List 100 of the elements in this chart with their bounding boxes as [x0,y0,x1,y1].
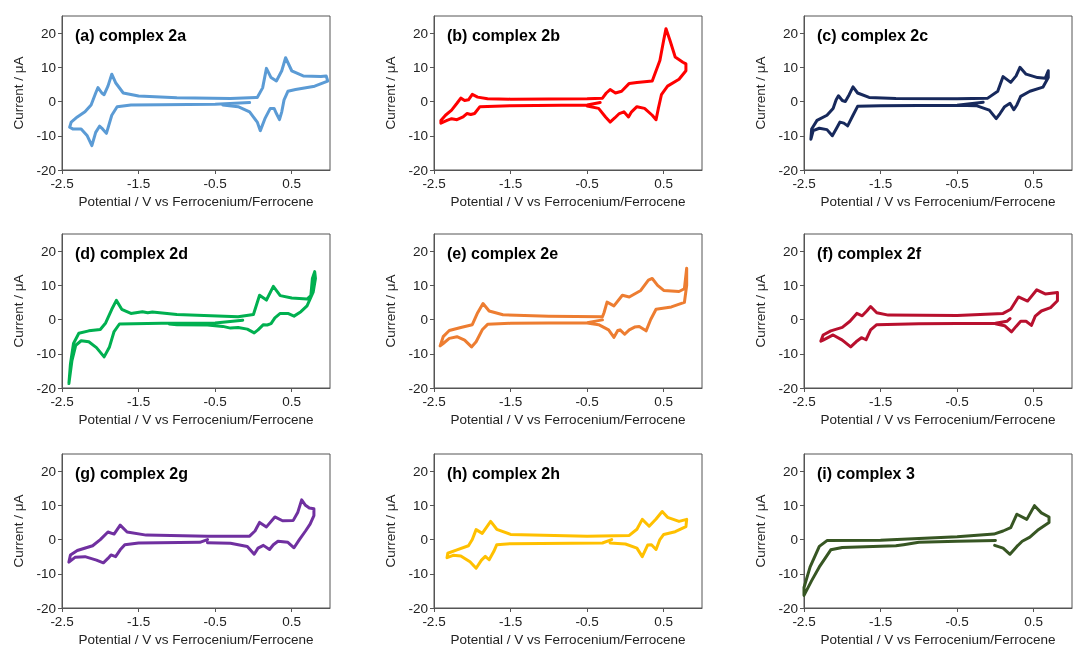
x-tick-label: -0.5 [575,613,599,629]
text: (i) complex 3 [817,464,915,482]
text: (g) complex 2g [75,464,188,482]
line-series [438,266,689,349]
x-tick-label: -1.5 [868,393,893,409]
x-tick-label: 0.5 [1024,393,1044,409]
y-tick-label: -20 [408,162,428,178]
y-axis-title: Current / μA [753,274,769,348]
line-series [802,504,1051,597]
y-tick-label: 20 [40,463,56,479]
text: (f) complex 2f [817,244,922,262]
line-series [445,509,689,570]
y-tick-label: 20 [782,243,798,259]
x-tick-label: -0.5 [203,613,227,629]
y-tick-label: 10 [782,277,798,293]
y-tick-label: 20 [412,463,428,479]
y-tick-label: -20 [778,380,798,396]
y-tick-label: -10 [408,566,428,582]
y-tick-label: -10 [778,128,798,144]
y-tick-label: 10 [782,497,798,513]
y-tick-label: 10 [782,59,798,75]
x-axis-title: Potential / V vs Ferrocenium/Ferrocene [78,632,314,648]
y-tick-label: -10 [36,346,56,362]
y-tick-label: 10 [40,59,56,75]
x-tick-label: -2.5 [50,613,74,629]
x-tick-label: -1.5 [126,613,151,629]
x-tick-label: -1.5 [498,613,523,629]
x-tick-label: -2.5 [50,175,74,191]
line-series [819,288,1059,349]
x-tick-label: 0.5 [282,613,302,629]
y-tick-label: -10 [408,346,428,362]
x-axis-title: Potential / V vs Ferrocenium/Ferrocene [820,412,1056,428]
line-series [68,56,330,148]
x-tick-label: -1.5 [868,613,893,629]
y-axis-title: Current / μA [11,274,27,348]
line-series [439,27,688,125]
x-axis-title: Potential / V vs Ferrocenium/Ferrocene [450,194,686,210]
y-axis-title: Current / μA [753,56,769,130]
line-series [809,65,1050,141]
y-axis-title: Current / μA [383,274,399,348]
text: (d) complex 2d [75,244,188,262]
y-tick-label: 20 [40,243,56,259]
x-tick-label: 0.5 [282,175,302,191]
line-series [67,270,317,386]
y-tick-label: 20 [412,243,428,259]
x-tick-label: -0.5 [945,613,969,629]
text: (a) complex 2a [75,26,187,44]
x-tick-label: -0.5 [945,393,969,409]
y-tick-label: -20 [778,600,798,616]
x-tick-label: -2.5 [50,393,74,409]
x-tick-label: 0.5 [282,393,302,409]
text: (b) complex 2b [447,26,561,44]
x-tick-label: -1.5 [126,175,151,191]
x-tick-label: 0.5 [1024,613,1044,629]
y-tick-label: 0 [420,94,428,110]
y-tick-label: 20 [40,25,56,41]
y-tick-label: -10 [408,128,428,144]
y-axis-title: Current / μA [383,494,399,568]
x-axis-title: Potential / V vs Ferrocenium/Ferrocene [820,194,1056,210]
y-tick-label: -20 [36,600,56,616]
y-tick-label: 10 [412,497,428,513]
x-tick-label: -0.5 [945,175,969,191]
x-tick-label: -1.5 [126,393,151,409]
y-tick-label: 0 [48,94,56,110]
x-tick-label: -0.5 [203,175,227,191]
y-tick-label: -20 [36,380,56,396]
x-tick-label: -0.5 [575,393,599,409]
y-tick-label: -10 [778,566,798,582]
y-tick-label: 10 [412,277,428,293]
y-tick-label: 0 [420,312,428,328]
y-tick-label: 10 [40,497,56,513]
x-axis-title: Potential / V vs Ferrocenium/Ferrocene [820,632,1056,648]
x-tick-label: -2.5 [422,393,446,409]
x-tick-label: -2.5 [792,613,816,629]
x-axis-title: Potential / V vs Ferrocenium/Ferrocene [450,412,686,428]
y-tick-label: -10 [36,128,56,144]
x-tick-label: 0.5 [654,393,674,409]
x-tick-label: -2.5 [422,613,446,629]
x-tick-label: -0.5 [203,393,227,409]
y-tick-label: 0 [48,532,56,548]
text: (c) complex 2c [817,26,929,44]
y-axis-title: Current / μA [11,56,27,130]
x-tick-label: 0.5 [654,175,674,191]
y-tick-label: 0 [790,312,798,328]
y-tick-label: -20 [408,600,428,616]
x-axis-title: Potential / V vs Ferrocenium/Ferrocene [78,412,314,428]
text: (e) complex 2e [447,244,559,262]
y-tick-label: -20 [778,162,798,178]
y-tick-label: -10 [36,566,56,582]
x-tick-label: -2.5 [792,175,816,191]
y-tick-label: -20 [36,162,56,178]
y-axis-title: Current / μA [383,56,399,130]
line-series [67,498,316,565]
y-tick-label: -20 [408,380,428,396]
y-tick-label: 20 [412,25,428,41]
y-tick-label: 0 [790,532,798,548]
y-tick-label: 0 [790,94,798,110]
y-tick-label: 10 [412,59,428,75]
x-tick-label: -2.5 [422,175,446,191]
x-tick-label: -1.5 [868,175,893,191]
